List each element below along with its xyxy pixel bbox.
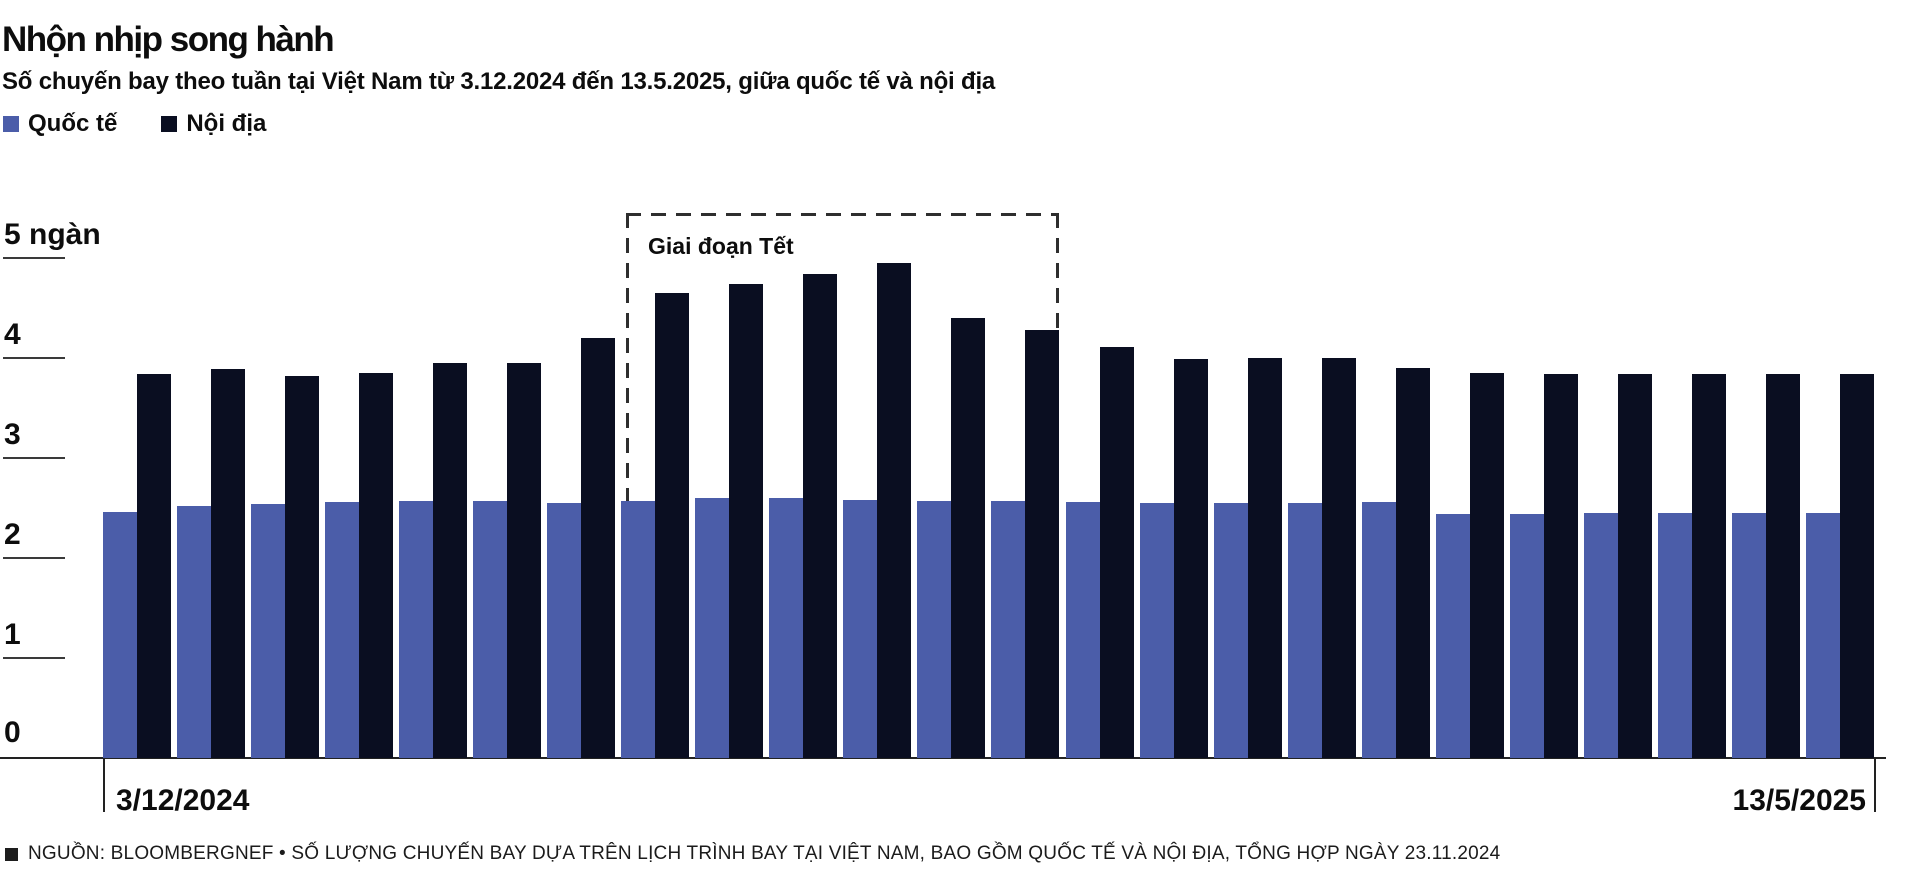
- bar-noi-dia: [729, 284, 763, 758]
- bar-noi-dia: [803, 274, 837, 758]
- bar-noi-dia: [285, 376, 319, 758]
- bar-quoc-te: [621, 501, 655, 758]
- bar-noi-dia: [581, 338, 615, 758]
- bar-noi-dia: [359, 373, 393, 758]
- bar-noi-dia: [433, 363, 467, 758]
- legend-item-noi-dia: Nội địa: [161, 110, 266, 138]
- bar-noi-dia: [1692, 374, 1726, 758]
- y-axis-tick: [3, 357, 65, 359]
- bar-noi-dia: [1248, 358, 1282, 758]
- x-axis-start-label: 3/12/2024: [116, 784, 250, 817]
- bar-quoc-te: [547, 503, 581, 758]
- bar-quoc-te: [1732, 513, 1766, 758]
- legend-swatch-quoc-te-icon: [3, 116, 19, 132]
- bar-quoc-te: [251, 504, 285, 758]
- legend-swatch-noi-dia-icon: [161, 116, 178, 132]
- bar-quoc-te: [1584, 513, 1618, 758]
- y-axis-tick: [3, 657, 65, 659]
- bar-quoc-te: [991, 501, 1025, 758]
- y-axis-label: 2: [4, 518, 21, 551]
- bar-noi-dia: [507, 363, 541, 758]
- bar-noi-dia: [1618, 374, 1652, 758]
- bar-quoc-te: [177, 506, 211, 758]
- bar-quoc-te: [473, 501, 507, 758]
- bar-noi-dia: [211, 369, 245, 758]
- x-axis-baseline: [0, 757, 1886, 759]
- bar-quoc-te: [1288, 503, 1322, 758]
- bar-noi-dia: [1544, 374, 1578, 758]
- tet-box-top-edge: [626, 213, 1059, 216]
- bar-quoc-te: [1806, 513, 1840, 758]
- chart-subtitle: Số chuyến bay theo tuần tại Việt Nam từ …: [2, 68, 996, 95]
- legend-label-noi-dia: Nội địa: [186, 110, 267, 137]
- bar-quoc-te: [917, 501, 951, 758]
- y-axis-tick: [3, 457, 65, 459]
- bar-noi-dia: [1174, 359, 1208, 758]
- y-axis-label: 3: [4, 418, 21, 451]
- bar-quoc-te: [695, 498, 729, 758]
- bar-quoc-te: [1436, 514, 1470, 758]
- page-title: Nhộn nhịp song hành: [2, 20, 335, 59]
- bar-noi-dia: [137, 374, 171, 758]
- bar-quoc-te: [1066, 502, 1100, 758]
- bar-quoc-te: [1658, 513, 1692, 758]
- bar-noi-dia: [655, 293, 689, 758]
- bar-noi-dia: [1396, 368, 1430, 758]
- bar-quoc-te: [399, 501, 433, 758]
- y-axis-label: 1: [4, 618, 21, 651]
- bar-quoc-te: [103, 512, 137, 758]
- bar-quoc-te: [1140, 503, 1174, 758]
- y-axis-tick: [3, 257, 65, 259]
- bar-quoc-te: [769, 498, 803, 758]
- bar-noi-dia: [1322, 358, 1356, 758]
- bar-noi-dia: [1100, 347, 1134, 758]
- bar-quoc-te: [843, 500, 877, 758]
- bar-noi-dia: [951, 318, 985, 758]
- x-axis-start-tick: [103, 758, 105, 812]
- tet-annotation-label: Giai đoạn Tết: [648, 233, 794, 259]
- legend-item-quoc-te: Quốc tế: [3, 110, 117, 138]
- bar-quoc-te: [325, 502, 359, 758]
- y-axis-label: 5 ngàn: [4, 218, 101, 251]
- legend: Quốc tế Nội địa: [3, 110, 266, 138]
- bar-noi-dia: [1470, 373, 1504, 758]
- bar-noi-dia: [1766, 374, 1800, 758]
- source-note-text: NGUỒN: BLOOMBERGNEF • SỐ LƯỢNG CHUYẾN BA…: [28, 843, 1501, 864]
- y-axis-label: 4: [4, 318, 21, 351]
- source-marker-icon: [5, 847, 18, 861]
- bar-quoc-te: [1214, 503, 1248, 758]
- bar-quoc-te: [1510, 514, 1544, 758]
- bar-noi-dia: [877, 263, 911, 758]
- bar-noi-dia: [1025, 330, 1059, 758]
- y-axis-label: 0: [4, 716, 21, 749]
- x-axis-end-label: 13/5/2025: [1732, 784, 1866, 817]
- bar-quoc-te: [1362, 502, 1396, 758]
- y-axis-tick: [3, 557, 65, 559]
- bar-noi-dia: [1840, 374, 1874, 758]
- legend-label-quoc-te: Quốc tế: [28, 110, 118, 137]
- x-axis-end-tick: [1874, 758, 1876, 812]
- tet-box-left-edge: [626, 213, 629, 758]
- source-note: NGUỒN: BLOOMBERGNEF • SỐ LƯỢNG CHUYẾN BA…: [5, 843, 1500, 865]
